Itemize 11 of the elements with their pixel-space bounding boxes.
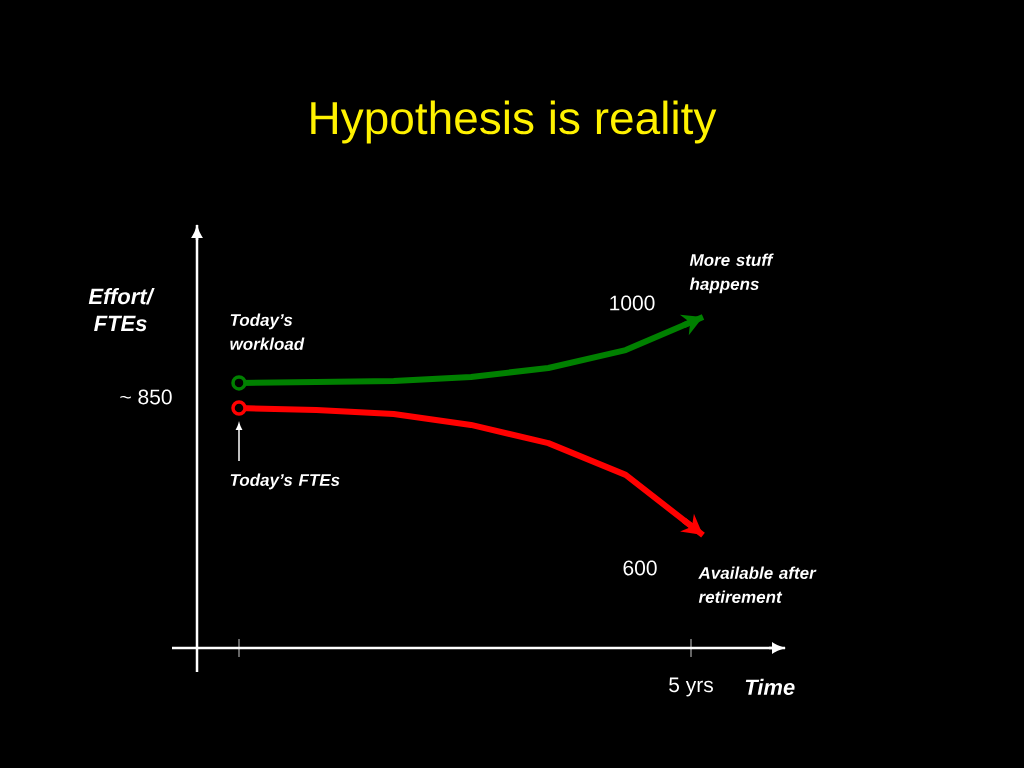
annotation: 600 [623, 560, 657, 576]
y-axis-title: Effort/ FTEs [88, 288, 155, 332]
annotation: Today’s FTEs [230, 473, 340, 490]
text: 5 yrs [669, 677, 713, 697]
chart-title: Hypothesis is reality [311, 100, 717, 144]
text: More stuff happens [689, 253, 774, 294]
annotation: Today’s workload [230, 313, 305, 351]
text: ~ 850 [120, 389, 172, 405]
x-axis-title: Time [745, 678, 795, 695]
text: 1000 [610, 295, 655, 311]
annotation: Available after retirement [698, 566, 817, 604]
